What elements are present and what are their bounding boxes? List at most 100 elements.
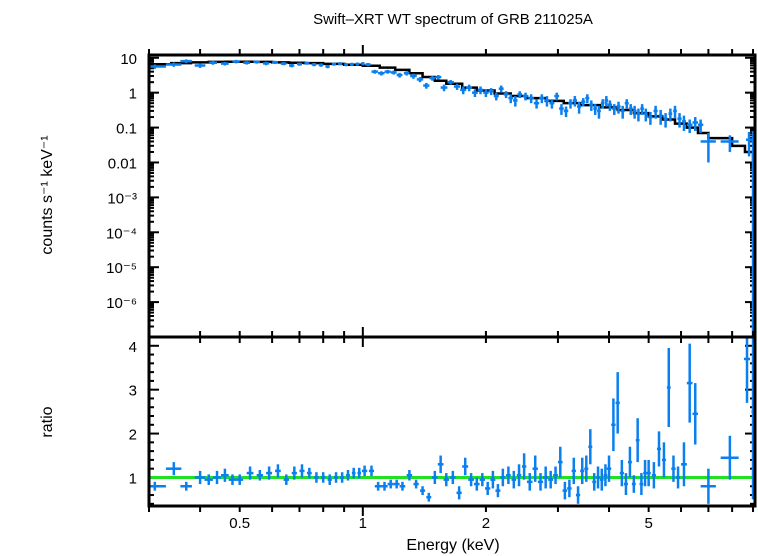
ratio-point xyxy=(485,481,491,496)
ratio-point xyxy=(584,455,589,482)
data-point xyxy=(585,94,590,104)
ratio-point xyxy=(333,472,339,483)
data-point xyxy=(416,77,424,83)
data-point xyxy=(349,62,354,67)
ratio-point xyxy=(320,472,326,483)
data-point xyxy=(563,106,569,118)
data-point xyxy=(593,104,598,115)
ratio-point xyxy=(368,465,375,477)
ratio-point xyxy=(646,459,651,487)
ratio-point xyxy=(194,470,206,485)
data-point xyxy=(697,119,704,133)
data-point xyxy=(384,69,391,74)
data-point xyxy=(668,108,673,122)
data-point xyxy=(544,96,550,107)
ratio-point xyxy=(596,466,600,489)
ratio-point xyxy=(521,453,527,480)
ratio-point xyxy=(592,473,597,491)
ratio-point xyxy=(553,466,558,485)
data-point xyxy=(616,101,621,114)
ratio-point xyxy=(283,474,290,485)
data-point xyxy=(628,104,633,115)
data-point xyxy=(522,92,529,101)
ratio-point xyxy=(420,486,426,496)
data-point xyxy=(612,104,617,115)
data-point xyxy=(280,62,287,66)
spectrum-panel: 10 1 0.1 0.01 10⁻³ 10⁻⁴ 10⁻⁵ 10⁻⁶ xyxy=(106,45,757,347)
data-point xyxy=(677,113,682,128)
y-tick-label: 10 xyxy=(120,51,137,68)
ratio-point xyxy=(606,455,612,482)
data-point xyxy=(620,105,625,119)
data-point xyxy=(221,61,229,66)
ratio-point xyxy=(236,474,244,485)
data-point xyxy=(429,76,436,81)
ratio-point xyxy=(666,347,671,427)
ratio-point xyxy=(631,475,636,493)
y-tick-label: 1 xyxy=(129,470,137,487)
ratio-point xyxy=(473,477,480,491)
data-point xyxy=(572,96,577,107)
y-tick-label: 2 xyxy=(129,427,137,444)
ratio-point xyxy=(567,479,572,498)
data-point xyxy=(508,94,514,104)
data-point xyxy=(597,105,601,119)
ratio-point xyxy=(431,470,438,485)
data-point xyxy=(643,108,648,122)
ratio-point xyxy=(643,459,647,487)
ratio-point xyxy=(575,486,581,504)
data-point xyxy=(640,104,644,115)
data-point xyxy=(498,85,504,93)
ratio-point xyxy=(314,472,319,483)
data-point xyxy=(338,62,343,66)
data-point xyxy=(410,73,417,79)
data-point xyxy=(289,63,295,68)
data-point xyxy=(503,91,509,99)
data-point xyxy=(581,98,586,107)
ratio-point xyxy=(413,479,419,489)
x-tick-label: 5 xyxy=(644,515,652,532)
y-tick-label: 0.01 xyxy=(108,155,137,172)
data-point xyxy=(673,105,677,119)
data-point xyxy=(549,99,555,109)
data-point xyxy=(477,86,484,95)
ratio-point xyxy=(221,468,229,482)
ratio-point xyxy=(681,442,687,487)
data-point xyxy=(208,60,218,65)
ratio-point xyxy=(165,462,182,476)
ratio-point xyxy=(675,466,681,489)
ratio-point xyxy=(351,467,356,479)
data-point xyxy=(194,63,206,68)
ratio-point xyxy=(627,446,632,478)
data-point xyxy=(533,99,540,109)
ratio-point xyxy=(374,481,382,491)
data-point xyxy=(600,99,605,109)
ratio-point xyxy=(346,470,350,481)
ratio-point xyxy=(266,466,273,480)
ratio-point xyxy=(180,481,192,491)
ratio-point xyxy=(340,472,345,483)
ratio-panel: 1 2 3 4 0.5 1 2 5 xyxy=(129,327,757,532)
data-point xyxy=(318,63,324,67)
data-point xyxy=(311,62,317,67)
data-point xyxy=(604,96,609,107)
data-point xyxy=(576,101,582,114)
data-point xyxy=(253,60,260,64)
data-point xyxy=(488,88,494,96)
data-point xyxy=(344,62,349,67)
ratio-point xyxy=(306,467,312,479)
ratio-frame xyxy=(147,335,757,508)
data-point xyxy=(528,94,534,104)
y-tick-label: 10⁻⁵ xyxy=(106,260,137,277)
ratio-point xyxy=(526,473,533,491)
ratio-point xyxy=(246,466,254,480)
ratio-point xyxy=(615,372,620,434)
data-point xyxy=(440,84,448,92)
ratio-point xyxy=(495,484,501,498)
ratio-point xyxy=(426,492,432,502)
data-point xyxy=(653,105,658,119)
ratio-point xyxy=(562,481,568,500)
ratio-point xyxy=(656,431,661,467)
data-point xyxy=(472,89,478,98)
